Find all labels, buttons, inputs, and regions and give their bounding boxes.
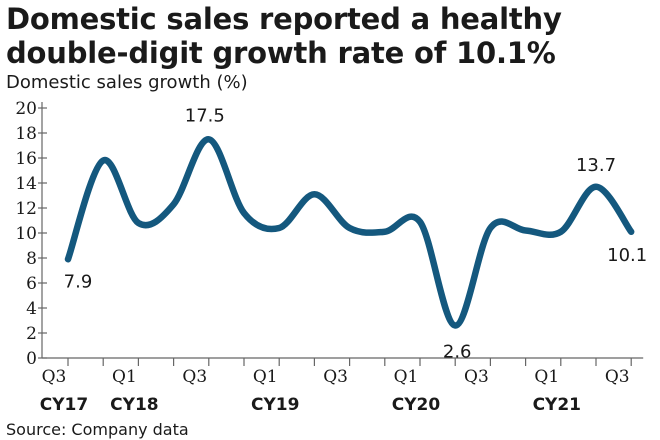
year-label: CY20 bbox=[392, 395, 441, 415]
y-tick-label: 12 bbox=[15, 199, 37, 219]
x-tick-label: Q3 bbox=[323, 367, 348, 387]
x-tick-label: Q1 bbox=[253, 367, 278, 387]
x-tick-label: Q1 bbox=[112, 367, 137, 387]
year-label: CY18 bbox=[110, 395, 158, 415]
year-label: CY19 bbox=[251, 395, 299, 415]
x-tick-label: Q3 bbox=[605, 367, 630, 387]
y-tick-label: 0 bbox=[26, 349, 37, 369]
y-tick-label: 10 bbox=[15, 224, 37, 244]
y-tick-label: 4 bbox=[26, 299, 37, 319]
y-tick-label: 20 bbox=[15, 99, 37, 119]
y-tick-label: 14 bbox=[15, 174, 37, 194]
axes: 0 2 4 6 8 10 12 14 16 18 20 Q3 Q1 Q3 Q1 Q3 Q1 Q3 Q1 Q3 CY17 C… bbox=[15, 99, 644, 415]
source-note: Source: Company data bbox=[6, 420, 189, 439]
series-line bbox=[64, 136, 635, 329]
year-label: CY21 bbox=[533, 395, 581, 415]
line-layer bbox=[64, 136, 635, 329]
year-label: CY17 bbox=[40, 395, 88, 415]
x-tick-label: Q3 bbox=[182, 367, 207, 387]
labels-layer: 7.9 17.5 2.6 13.7 10.1 bbox=[64, 105, 648, 362]
y-tick-label: 16 bbox=[15, 149, 37, 169]
data-label: 17.5 bbox=[185, 105, 225, 126]
y-axis-label: Domestic sales growth (%) bbox=[6, 72, 248, 93]
y-tick-label: 6 bbox=[26, 274, 37, 294]
data-label: 10.1 bbox=[607, 245, 647, 266]
y-tick-label: 8 bbox=[26, 249, 37, 269]
x-tick-label: Q3 bbox=[464, 367, 489, 387]
y-tick-label: 2 bbox=[26, 324, 37, 344]
data-label: 2.6 bbox=[443, 342, 472, 363]
x-tick-label: Q3 bbox=[42, 367, 67, 387]
y-tick-label: 18 bbox=[15, 124, 37, 144]
chart-title: Domestic sales reported a healthy double… bbox=[6, 2, 562, 70]
x-tick-label: Q1 bbox=[394, 367, 419, 387]
x-tick-label: Q1 bbox=[534, 367, 559, 387]
data-label: 7.9 bbox=[64, 271, 93, 292]
data-label: 13.7 bbox=[576, 155, 616, 176]
